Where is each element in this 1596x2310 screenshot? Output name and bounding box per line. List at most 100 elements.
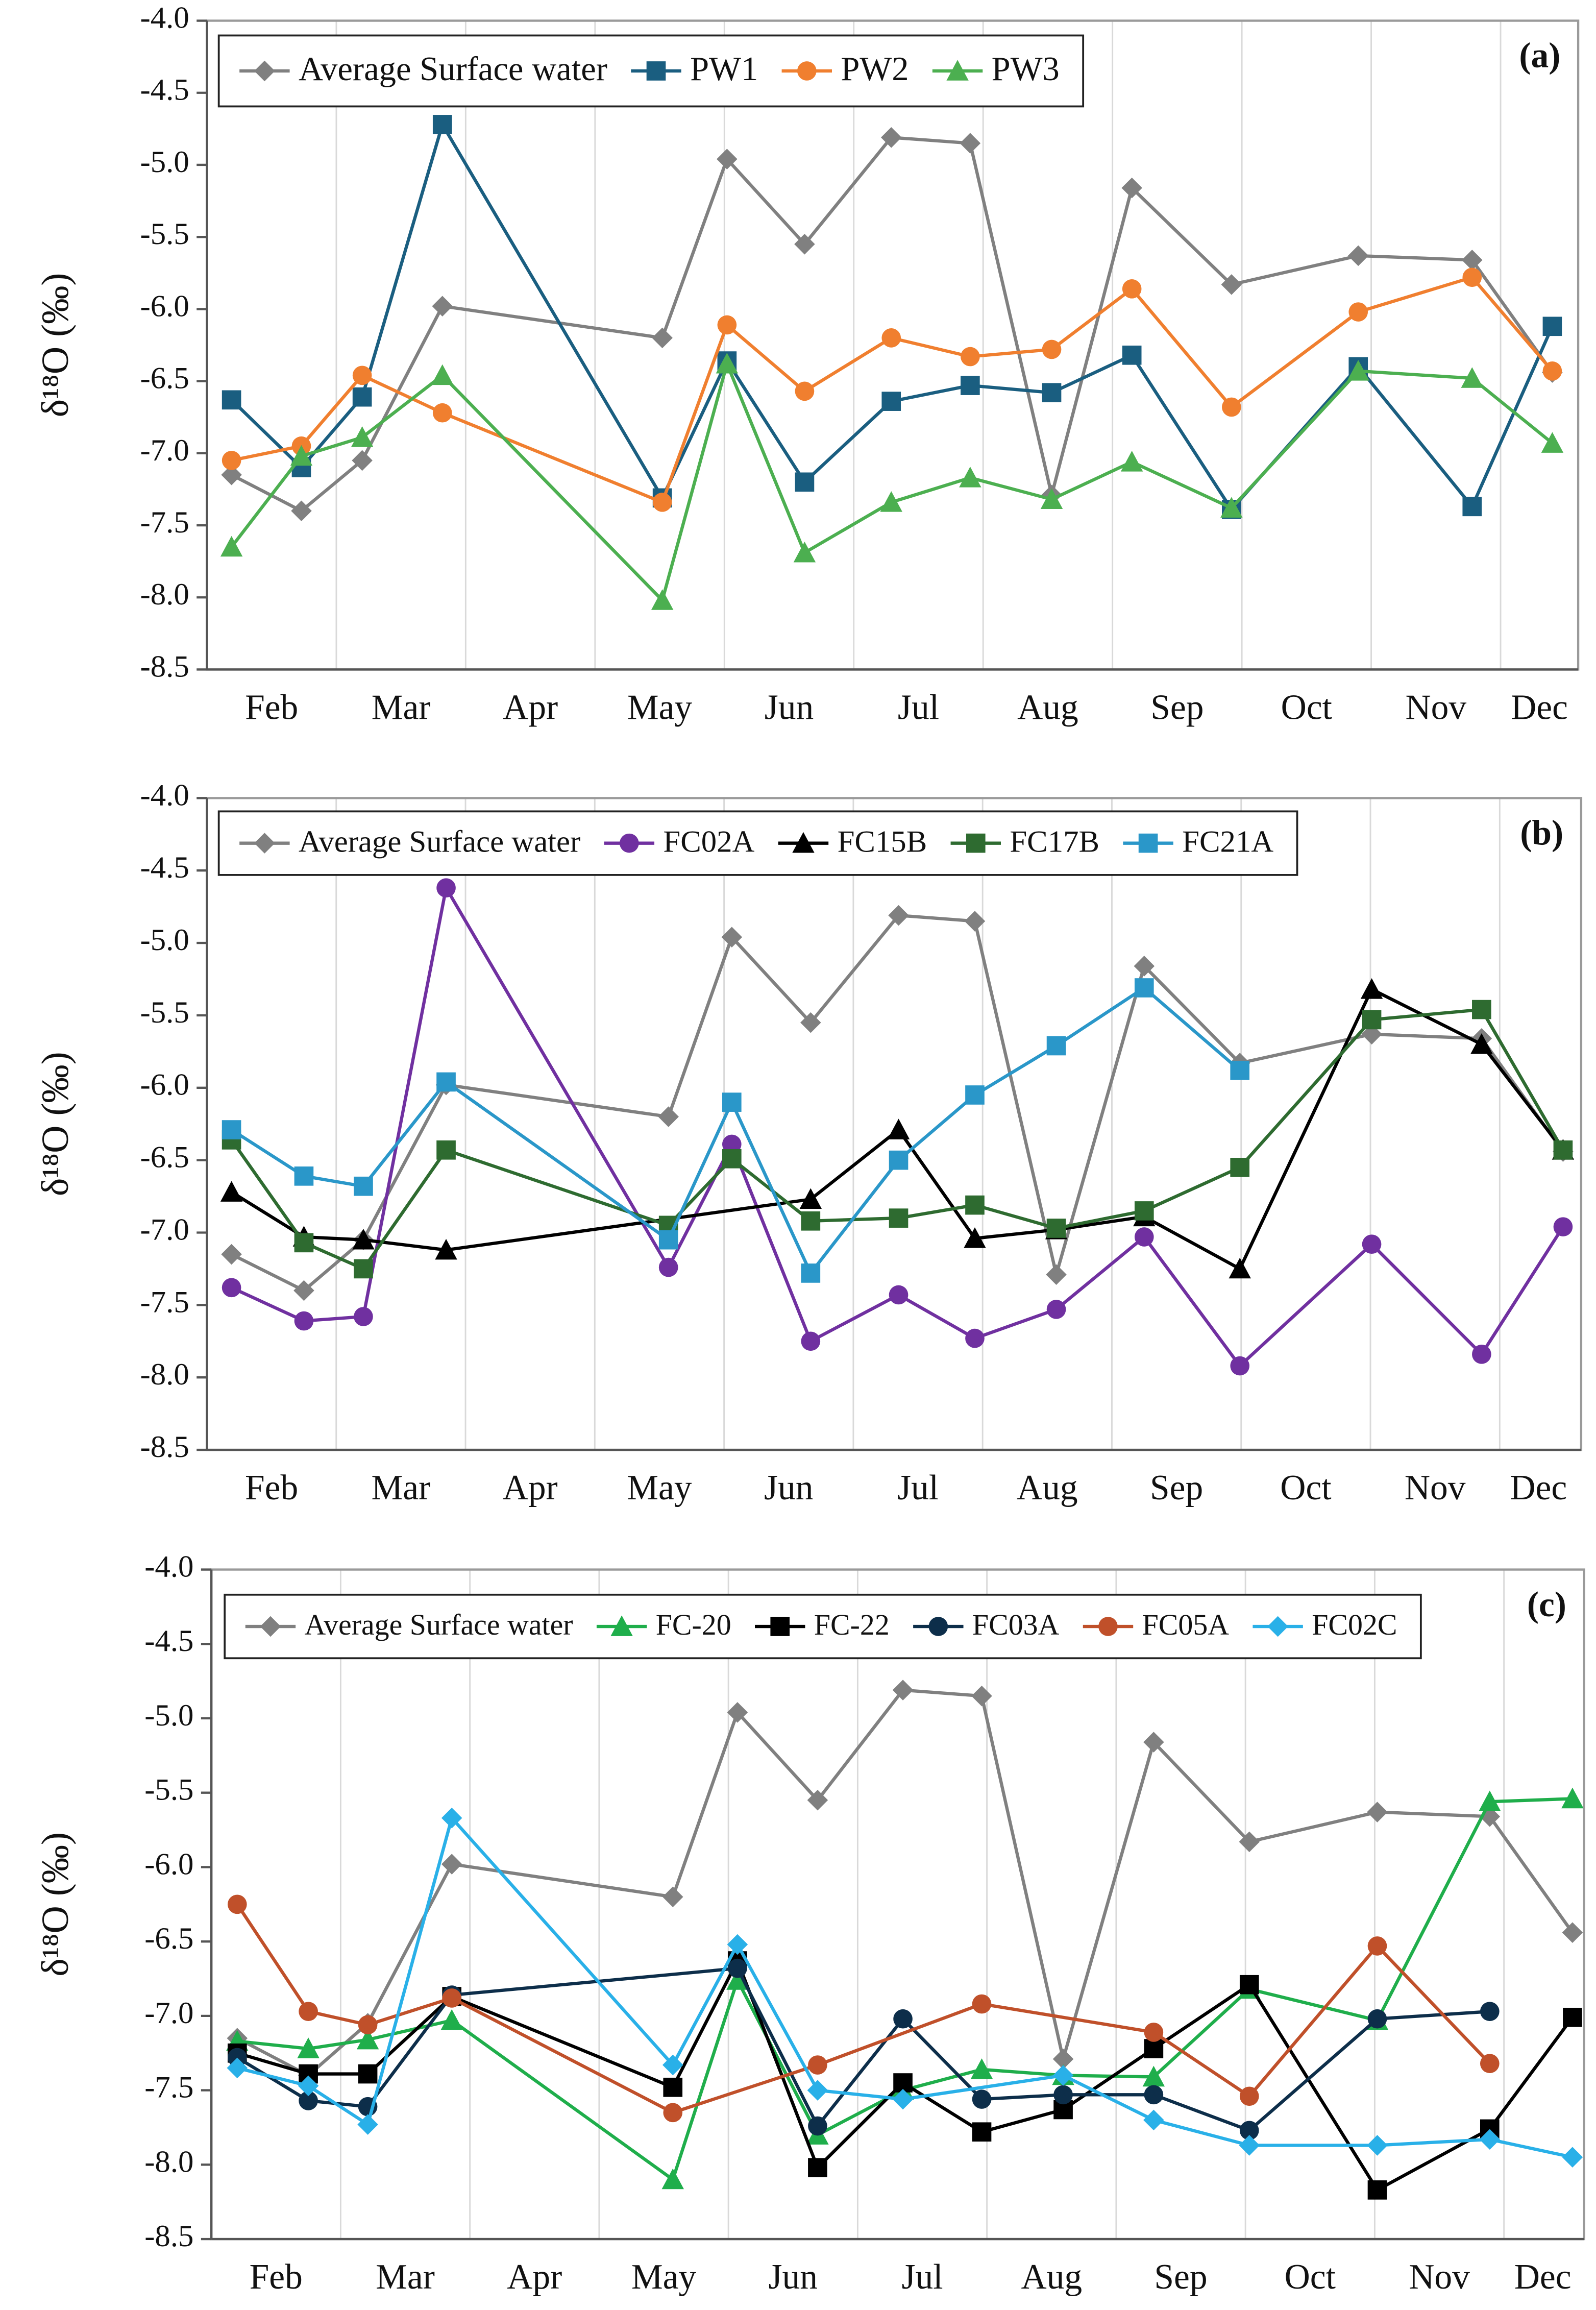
legend: Average Surface water FC-20 FC-22 FC03A FC05… xyxy=(224,1593,1422,1660)
x-tick-label: Apr xyxy=(503,688,558,727)
legend-marker xyxy=(966,833,986,853)
data-point xyxy=(352,450,373,471)
y-tick-label: -5.0 xyxy=(140,923,189,957)
data-point xyxy=(965,1085,985,1105)
x-tick-label: Jul xyxy=(901,2257,943,2297)
y-axis-label: δ¹⁸O (‰) xyxy=(34,1052,77,1196)
data-point xyxy=(1046,1300,1066,1319)
x-tick-label: Jun xyxy=(769,2257,818,2297)
x-tick-label: Mar xyxy=(372,1468,431,1507)
legend-marker xyxy=(770,1617,790,1636)
data-point xyxy=(1553,1217,1573,1236)
legend-label: PW2 xyxy=(841,51,909,88)
data-point xyxy=(227,2057,248,2079)
data-point xyxy=(436,1140,456,1160)
data-point xyxy=(432,115,452,134)
legend-label: FC05A xyxy=(1142,1608,1230,1641)
data-point xyxy=(358,2064,378,2084)
data-point xyxy=(881,392,901,411)
legend-box xyxy=(224,1593,1422,1660)
data-point xyxy=(299,2091,318,2110)
legend-marker xyxy=(1138,833,1158,853)
data-point xyxy=(1239,2121,1259,2141)
data-point xyxy=(1479,1790,1501,1812)
series-line xyxy=(236,1903,1491,2114)
x-tick-label: Mar xyxy=(372,688,431,727)
data-point xyxy=(1230,1158,1250,1177)
data-point xyxy=(1367,1936,1387,1956)
data-point xyxy=(1134,956,1155,977)
data-point xyxy=(222,390,241,410)
data-point xyxy=(961,376,980,395)
legend: Average Surface water FC02A FC15B FC17B FC21… xyxy=(217,810,1298,876)
data-point xyxy=(1541,432,1564,453)
data-point xyxy=(1134,1201,1154,1221)
data-point xyxy=(1046,1036,1066,1056)
data-point xyxy=(1052,2065,1074,2086)
y-tick-label: -7.0 xyxy=(144,1996,193,2030)
data-point xyxy=(1563,2007,1582,2027)
data-point xyxy=(222,1120,241,1139)
data-point xyxy=(352,1228,375,1250)
legend-label: Average Surface water xyxy=(299,51,607,88)
data-point xyxy=(222,451,241,470)
legend-marker xyxy=(1267,1616,1288,1637)
data-point xyxy=(1461,367,1483,388)
y-tick-label: -4.0 xyxy=(140,1,189,35)
data-point xyxy=(436,878,456,898)
legend-marker xyxy=(260,1616,281,1637)
data-point xyxy=(960,133,981,154)
x-tick-label: Dec xyxy=(1514,2257,1572,2297)
y-tick-label: -6.5 xyxy=(140,1140,189,1175)
data-point xyxy=(1480,2054,1500,2073)
data-point xyxy=(227,2048,247,2068)
y-axis-label: δ¹⁸O (‰) xyxy=(34,273,77,418)
y-tick-label: -7.0 xyxy=(140,1212,189,1247)
data-point xyxy=(658,1106,679,1127)
panel-label: (b) xyxy=(1520,814,1563,853)
x-tick-label: Apr xyxy=(503,1468,558,1507)
data-point xyxy=(1144,2023,1164,2042)
data-point xyxy=(964,1227,986,1248)
y-tick-label: -6.5 xyxy=(140,361,189,396)
data-point xyxy=(1122,279,1142,299)
data-point xyxy=(1239,1831,1260,1853)
data-point xyxy=(221,464,242,485)
legend-marker xyxy=(646,61,666,81)
data-point xyxy=(1122,345,1142,365)
data-point xyxy=(716,353,739,374)
data-point xyxy=(1480,2002,1500,2021)
data-point xyxy=(1479,2129,1501,2150)
legend-label: FC02A xyxy=(663,824,754,859)
data-point xyxy=(799,1188,822,1209)
data-point xyxy=(299,2002,318,2021)
x-tick-label: Nov xyxy=(1405,1468,1466,1507)
data-point xyxy=(1053,2085,1073,2105)
x-tick-label: Oct xyxy=(1280,1468,1331,1507)
y-tick-label: -5.5 xyxy=(140,995,189,1030)
data-point xyxy=(658,1230,678,1250)
legend: Average Surface water PW1 PW2 PW3 xyxy=(217,34,1085,108)
data-point xyxy=(652,493,672,512)
data-point xyxy=(1046,1264,1067,1285)
data-point xyxy=(440,2009,463,2030)
data-point xyxy=(658,1257,678,1277)
legend-label: FC03A xyxy=(972,1608,1060,1641)
data-point xyxy=(1222,397,1241,417)
data-point xyxy=(1362,1234,1382,1254)
data-point xyxy=(1542,317,1562,336)
y-tick-label: -5.0 xyxy=(144,1698,193,1733)
data-point xyxy=(1046,1219,1066,1238)
data-point xyxy=(893,2009,913,2029)
data-point xyxy=(356,2028,379,2050)
y-tick-label: -5.5 xyxy=(140,217,189,251)
y-tick-label: -8.5 xyxy=(144,2219,193,2253)
data-point xyxy=(1142,2065,1165,2087)
x-tick-label: Sep xyxy=(1150,1468,1203,1507)
legend-label: FC-20 xyxy=(656,1608,731,1641)
data-point xyxy=(964,911,986,932)
data-point xyxy=(881,328,901,348)
y-tick-label: -6.5 xyxy=(144,1922,193,1956)
data-point xyxy=(1367,1802,1388,1822)
